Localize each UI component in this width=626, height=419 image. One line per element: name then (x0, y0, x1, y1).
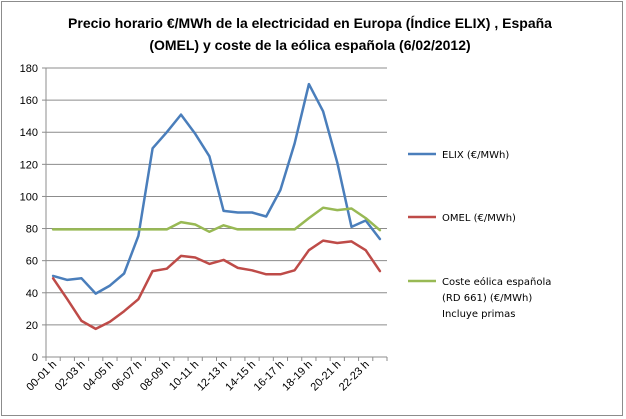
y-tick-label: 80 (26, 224, 38, 236)
x-tick-label: 02-03 h (53, 359, 88, 394)
x-tick-label: 00-01 h (24, 359, 59, 394)
series-line-2 (51, 239, 382, 331)
x-tick-label: 06-07 h (110, 359, 145, 394)
chart-title-line1: Precio horario €/MWh de la electricidad … (68, 15, 552, 31)
x-tick-label: 22-23 h (337, 359, 372, 394)
y-tick-label: 20 (26, 320, 38, 332)
legend-label: (RD 661) (€/MWh) (442, 293, 532, 304)
chart-title-line2: (OMEL) y coste de la eólica española (6/… (149, 37, 471, 53)
series-line-1 (51, 82, 382, 295)
x-tick-label: 14-15 h (223, 359, 258, 394)
legend-label: OMEL (€/MWh) (442, 213, 516, 224)
x-tick-label: 16-17 h (252, 359, 287, 394)
y-axis-ticks: 0 20 40 60 80 100 120 140 160 180 (20, 63, 46, 364)
y-tick-label: 60 (26, 256, 38, 268)
y-tick-label: 120 (20, 159, 38, 171)
x-tick-label: 20-21 h (309, 359, 344, 394)
x-axis-ticks: 00-01 h02-03 h04-05 h06-07 h08-09 h10-11… (24, 357, 388, 394)
series-lines (51, 82, 382, 331)
legend-label: Incluye primas (442, 309, 515, 320)
x-tick-label: 18-19 h (280, 359, 315, 394)
x-tick-label: 04-05 h (81, 359, 116, 394)
y-tick-label: 0 (32, 352, 38, 364)
legend: ELIX (€/MWh) OMEL (€/MWh) Coste eólica esp… (408, 150, 551, 320)
x-tick-label: 12-13 h (195, 359, 230, 394)
y-tick-label: 100 (20, 191, 38, 203)
legend-label: ELIX (€/MWh) (442, 150, 509, 161)
axes (45, 68, 387, 358)
x-tick-label: 10-11 h (167, 359, 201, 393)
y-tick-label: 140 (20, 127, 38, 139)
legend-label: Coste eólica española (442, 276, 551, 288)
grid-lines (46, 67, 387, 326)
x-tick-label: 08-09 h (138, 359, 173, 394)
y-tick-label: 180 (20, 63, 38, 75)
y-tick-label: 40 (26, 288, 38, 300)
y-tick-label: 160 (20, 95, 38, 107)
series-line-3 (51, 206, 382, 234)
